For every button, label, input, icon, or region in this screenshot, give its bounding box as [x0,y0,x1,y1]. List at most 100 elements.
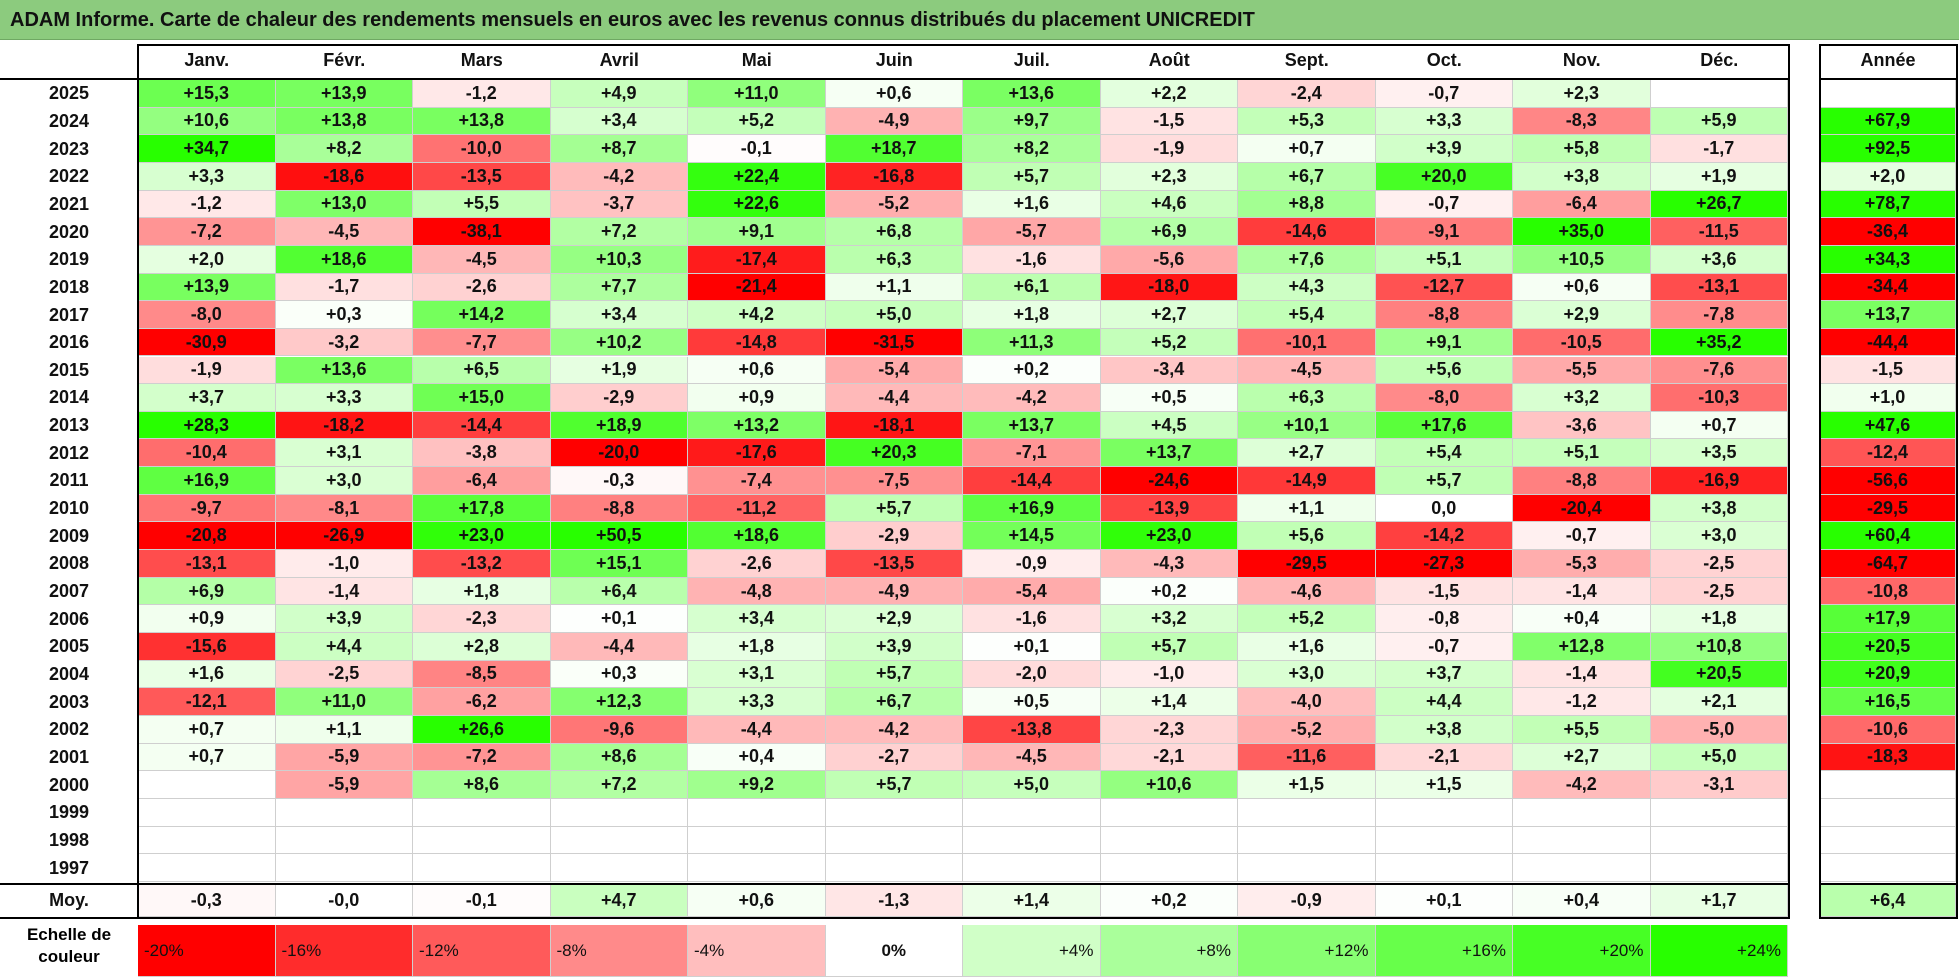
heatmap-cell: -2,7 [825,743,963,772]
heatmap-cell: +2,9 [825,605,963,633]
annual-cell: +92,5 [1820,135,1956,163]
annual-cell: +47,6 [1820,411,1956,440]
color-scale-step-label: +12% [1324,940,1369,960]
heatmap-cell: -4,5 [275,218,413,246]
heatmap-cell: +13,6 [963,80,1101,108]
average-label: Moy. [0,884,138,917]
heatmap-cell: -4,5 [963,743,1101,772]
year-label: 2021 [0,190,138,219]
heatmap-cell: -13,5 [825,550,963,578]
heatmap-cell [413,798,551,827]
heatmap-cell: +3,3 [1375,107,1513,136]
heatmap-cell: +5,1 [1375,245,1513,274]
heatmap-cell [138,854,276,882]
heatmap-cell: +10,3 [550,245,688,274]
heatmap-cell: -9,7 [138,494,276,523]
heatmap-cell [138,826,276,855]
header-divider-annual [1820,78,1958,80]
average-cell: -0,1 [413,884,551,917]
color-scale-step-label: +4% [1059,940,1094,960]
heatmap-cell: +1,9 [1650,162,1788,191]
heatmap-cell: +3,9 [275,605,413,633]
annual-cell: -10,8 [1820,577,1956,606]
color-scale-step-label: +20% [1599,940,1644,960]
heatmap-cell: -8,8 [550,494,688,523]
heatmap-cell: -0,7 [1375,190,1513,219]
heatmap-cell: +2,0 [138,245,276,274]
heatmap-cell [413,854,551,882]
heatmap-cell: +10,6 [1100,771,1238,799]
heatmap-cell: -5,5 [1513,356,1651,385]
heatmap-cell: +12,8 [1513,633,1651,661]
heatmap-cell: -16,8 [825,162,963,191]
heatmap-cell: +22,6 [688,190,826,219]
heatmap-cell: +2,7 [1100,301,1238,329]
heatmap-cell: +2,9 [1513,301,1651,329]
color-scale-step: +12% [1238,925,1376,977]
heatmap-cell: +3,0 [1650,522,1788,551]
average-cell: +0,4 [1513,884,1651,917]
average-cell: -0,3 [138,884,276,917]
heatmap-cell: +9,7 [963,107,1101,136]
heatmap-cell [1513,854,1651,882]
heatmap-cell: -0,7 [1513,522,1651,551]
chart-title: ADAM Informe. Carte de chaleur des rende… [0,0,1959,40]
average-divider-annual [1820,882,1958,885]
heatmap-cell: -13,1 [1650,273,1788,302]
heatmap-cell: -0,1 [688,135,826,163]
heatmap-cell [550,798,688,827]
heatmap-cell: -14,6 [1238,218,1376,246]
color-scale-step-label: +24% [1737,940,1781,960]
heatmap-cell: +1,1 [1238,494,1376,523]
heatmap-cell [1513,826,1651,855]
average-cell: +1,7 [1650,884,1788,917]
annual-cell: -10,6 [1820,715,1956,744]
heatmap-cell [138,771,276,799]
month-header: Oct. [1375,44,1513,77]
month-header: Févr. [275,44,413,77]
heatmap-cell: -4,4 [825,384,963,412]
heatmap-cell: +17,6 [1375,411,1513,440]
year-label: 2009 [0,522,138,551]
color-scale-step-label: -4% [694,940,725,960]
heatmap-cell: +13,7 [1100,439,1238,468]
heatmap-cell: +5,5 [1513,715,1651,744]
heatmap-cell: -10,4 [138,439,276,468]
color-scale-step-label: -8% [556,940,587,960]
heatmap-cell: -12,7 [1375,273,1513,302]
heatmap-cell: +11,0 [275,688,413,716]
heatmap-cell: -3,2 [275,328,413,357]
heatmap-cell: -5,4 [825,356,963,385]
heatmap-cell: -2,9 [550,384,688,412]
heatmap-cell: -5,7 [963,218,1101,246]
average-cell: -0,0 [275,884,413,917]
heatmap-cell: -14,2 [1375,522,1513,551]
heatmap-cell: -1,0 [1100,660,1238,689]
heatmap-cell: +0,6 [688,356,826,385]
heatmap-cell: +0,3 [550,660,688,689]
heatmap-cell: +3,5 [1650,439,1788,468]
heatmap-cell: +6,8 [825,218,963,246]
average-cell: -1,3 [825,884,963,917]
heatmap-cell: +0,3 [275,301,413,329]
heatmap-cell: +5,0 [1650,743,1788,772]
heatmap-cell: -11,5 [1650,218,1788,246]
heatmap-cell: -4,2 [1513,771,1651,799]
heatmap-cell: -4,0 [1238,688,1376,716]
year-label: 2005 [0,633,138,661]
heatmap-cell: +5,4 [1238,301,1376,329]
heatmap-cell: +8,8 [1238,190,1376,219]
heatmap-cell: +5,0 [963,771,1101,799]
month-header: Sept. [1238,44,1376,77]
heatmap-cell: +3,8 [1650,494,1788,523]
heatmap-cell: 0,0 [1375,494,1513,523]
year-label: 2015 [0,356,138,385]
heatmap-cell: +3,9 [825,633,963,661]
heatmap-cell: -7,2 [413,743,551,772]
heatmap-cell: -4,2 [825,715,963,744]
heatmap-cell [275,854,413,882]
heatmap-cell: -38,1 [413,218,551,246]
average-bottom-divider-annual [1820,916,1958,919]
heatmap-cell: +3,8 [1513,162,1651,191]
heatmap-cell [1238,798,1376,827]
